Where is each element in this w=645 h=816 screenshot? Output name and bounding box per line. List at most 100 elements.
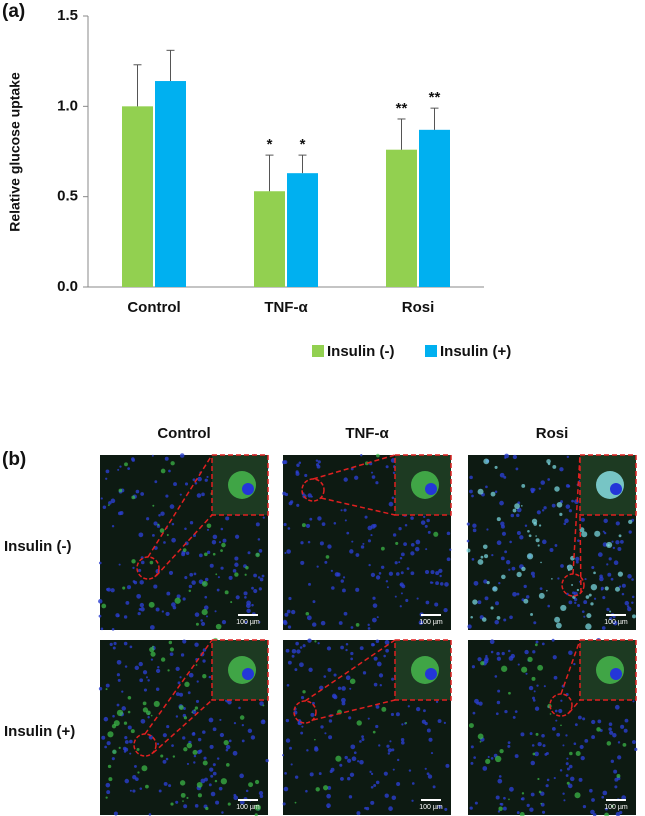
nucleus [333, 522, 337, 525]
nucleus [443, 607, 448, 613]
nucleus [180, 653, 185, 657]
nucleus [147, 679, 150, 682]
stain [234, 572, 239, 577]
nucleus [610, 577, 614, 581]
nucleus [415, 539, 421, 545]
nucleus [219, 732, 225, 738]
nucleus [554, 544, 558, 547]
nucleus [469, 806, 473, 810]
nucleus [410, 542, 415, 547]
significance-mark: * [300, 136, 306, 153]
nucleus [498, 775, 502, 778]
nucleus [175, 800, 179, 804]
zoom-line [155, 514, 213, 577]
nucleus [105, 477, 108, 480]
stain [202, 674, 207, 679]
stain [486, 581, 490, 585]
nucleus [208, 675, 212, 679]
stain [118, 488, 123, 493]
stain [314, 738, 316, 741]
nucleus [106, 790, 111, 795]
nucleus [474, 801, 478, 805]
nucleus [516, 811, 520, 815]
nucleus [220, 527, 224, 531]
nucleus [525, 672, 528, 675]
stain [356, 720, 362, 726]
stain [508, 798, 510, 801]
nucleus [469, 489, 473, 494]
nucleus [129, 645, 133, 649]
nucleus [168, 570, 174, 575]
nucleus [350, 657, 354, 661]
scale-bar [606, 614, 626, 616]
nucleus [387, 748, 392, 753]
nucleus [364, 515, 368, 519]
nucleus [305, 789, 308, 793]
stain [521, 666, 528, 673]
nucleus [568, 600, 573, 605]
nucleus [425, 600, 430, 605]
nucleus [192, 533, 197, 537]
stain [107, 731, 114, 738]
nucleus [403, 542, 407, 547]
nucleus [311, 622, 317, 627]
nucleus [148, 813, 152, 816]
nucleus [385, 648, 389, 653]
nucleus [615, 521, 620, 526]
nucleus [244, 621, 248, 624]
nucleus [482, 766, 488, 771]
nucleus [330, 569, 333, 572]
inset-nucleus [425, 483, 437, 495]
nucleus [251, 586, 254, 590]
nucleus [243, 591, 248, 596]
nucleus [204, 478, 208, 482]
nucleus [173, 482, 177, 486]
stain [124, 462, 128, 467]
nucleus [244, 596, 247, 599]
nucleus [184, 527, 187, 531]
nucleus [526, 803, 530, 808]
nucleus [298, 461, 302, 465]
nucleus [318, 772, 322, 775]
stain [496, 517, 501, 522]
nucleus [467, 624, 472, 629]
nucleus [158, 789, 162, 793]
nucleus [132, 580, 136, 583]
nucleus [490, 757, 494, 760]
nucleus [472, 711, 476, 715]
nucleus [631, 601, 634, 605]
y-tick-label: 1.0 [57, 97, 78, 114]
nucleus [291, 654, 295, 658]
nucleus [103, 716, 109, 722]
nucleus [166, 724, 170, 729]
stain [149, 560, 154, 565]
nucleus [250, 735, 256, 740]
nucleus [471, 558, 475, 561]
stain [483, 458, 490, 465]
nucleus [259, 794, 264, 799]
nucleus [359, 759, 364, 765]
nucleus [410, 571, 415, 576]
nucleus [246, 600, 251, 606]
nucleus [356, 811, 361, 816]
nucleus [348, 716, 352, 720]
nucleus [192, 732, 196, 735]
nucleus [228, 575, 233, 580]
scale-bar [238, 614, 258, 616]
nucleus [543, 685, 546, 688]
nucleus [228, 739, 232, 743]
nucleus [327, 667, 332, 672]
micrograph: 100 µm [468, 638, 638, 816]
nucleus [105, 469, 110, 474]
nucleus [620, 540, 624, 544]
nucleus [148, 735, 154, 740]
nucleus [554, 709, 558, 713]
nucleus [309, 772, 314, 777]
nucleus [166, 591, 171, 596]
nucleus [560, 699, 563, 702]
stain [248, 782, 254, 788]
nucleus [204, 577, 209, 582]
nucleus [188, 584, 193, 589]
nucleus [302, 644, 306, 648]
nucleus [196, 680, 199, 683]
